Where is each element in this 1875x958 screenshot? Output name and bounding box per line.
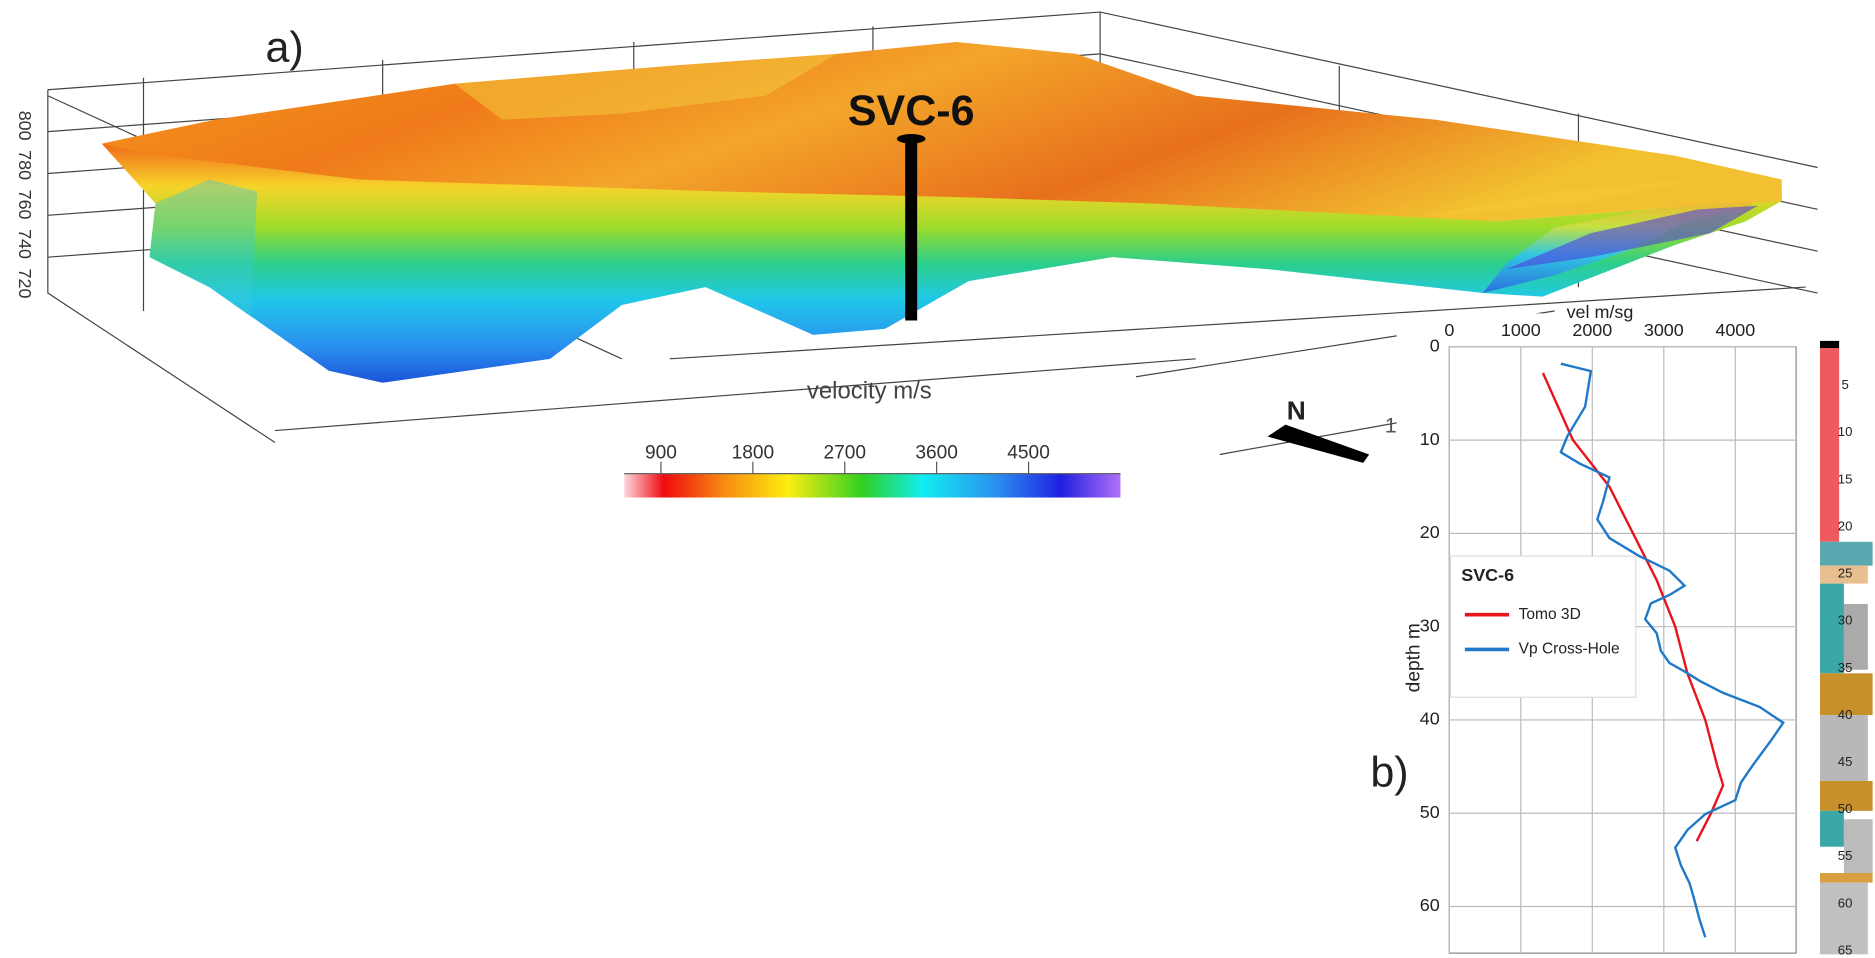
lithology-depth-label: 45: [1838, 754, 1853, 769]
colorbar-title: velocity m/s: [807, 378, 932, 405]
colorbar-tick-label: 3600: [915, 442, 958, 463]
lithology-depth-label: 55: [1838, 848, 1853, 863]
colorbar-tick-label: 2700: [823, 442, 866, 463]
elevation-tick-label: 740: [15, 229, 35, 259]
colorbar-tick-label: 900: [645, 442, 677, 463]
elevation-tick-label: 720: [15, 269, 35, 299]
x-tick-label: 0: [1444, 320, 1454, 340]
lithology-depth-label: 65: [1838, 942, 1853, 957]
y-tick-label: 60: [1420, 895, 1440, 915]
page: { "panel_a": { "label": "a)", "well_name…: [0, 0, 1875, 958]
lithology-depth-label: 25: [1838, 566, 1853, 581]
lithology-depth-label: 60: [1838, 895, 1853, 910]
lithology-depth-label: 50: [1838, 801, 1853, 816]
panel-label: a): [265, 24, 303, 72]
well-name: SVC-6: [848, 87, 975, 135]
y-tick-label: 10: [1420, 429, 1440, 449]
colorbar-tick-label: 1800: [732, 442, 775, 463]
x-tick-label: 4000: [1715, 320, 1755, 340]
y-tick-label: 40: [1420, 709, 1440, 729]
lithology-depth-label: 40: [1838, 707, 1853, 722]
legend-title: SVC-6: [1461, 565, 1514, 585]
lithology-depth-label: 30: [1838, 613, 1853, 628]
y-tick-label: 0: [1430, 336, 1440, 356]
legend-label: Vp Cross-Hole: [1519, 641, 1620, 658]
well-cap: [897, 134, 926, 144]
y-tick-label: 50: [1420, 802, 1440, 822]
x-tick-label: 3000: [1644, 320, 1684, 340]
figure: SVC-6 a) velocity m/s N 10 vel m/sg dept…: [0, 0, 1875, 958]
lithology-depth-label: 10: [1838, 424, 1853, 439]
x-tick-label: 2000: [1572, 320, 1612, 340]
legend-label: Tomo 3D: [1519, 606, 1581, 623]
x-tick-label: 1000: [1501, 320, 1541, 340]
y-tick-label: 20: [1420, 522, 1440, 542]
north-label: N: [1287, 396, 1306, 426]
lithology-depth-label: 35: [1838, 660, 1853, 675]
lithology-depth-label: 20: [1838, 518, 1853, 533]
y-tick-label: 30: [1420, 615, 1440, 635]
colorbar: [624, 474, 1120, 498]
lithology-depth-label: 15: [1838, 471, 1853, 486]
elevation-tick-label: 780: [15, 150, 35, 180]
elevation-tick-label: 800: [15, 111, 35, 141]
panel-b-label: b): [1370, 748, 1408, 796]
lithology-depth-label: 5: [1841, 377, 1848, 392]
colorbar-tick-label: 4500: [1007, 442, 1050, 463]
elevation-tick-label: 760: [15, 190, 35, 220]
